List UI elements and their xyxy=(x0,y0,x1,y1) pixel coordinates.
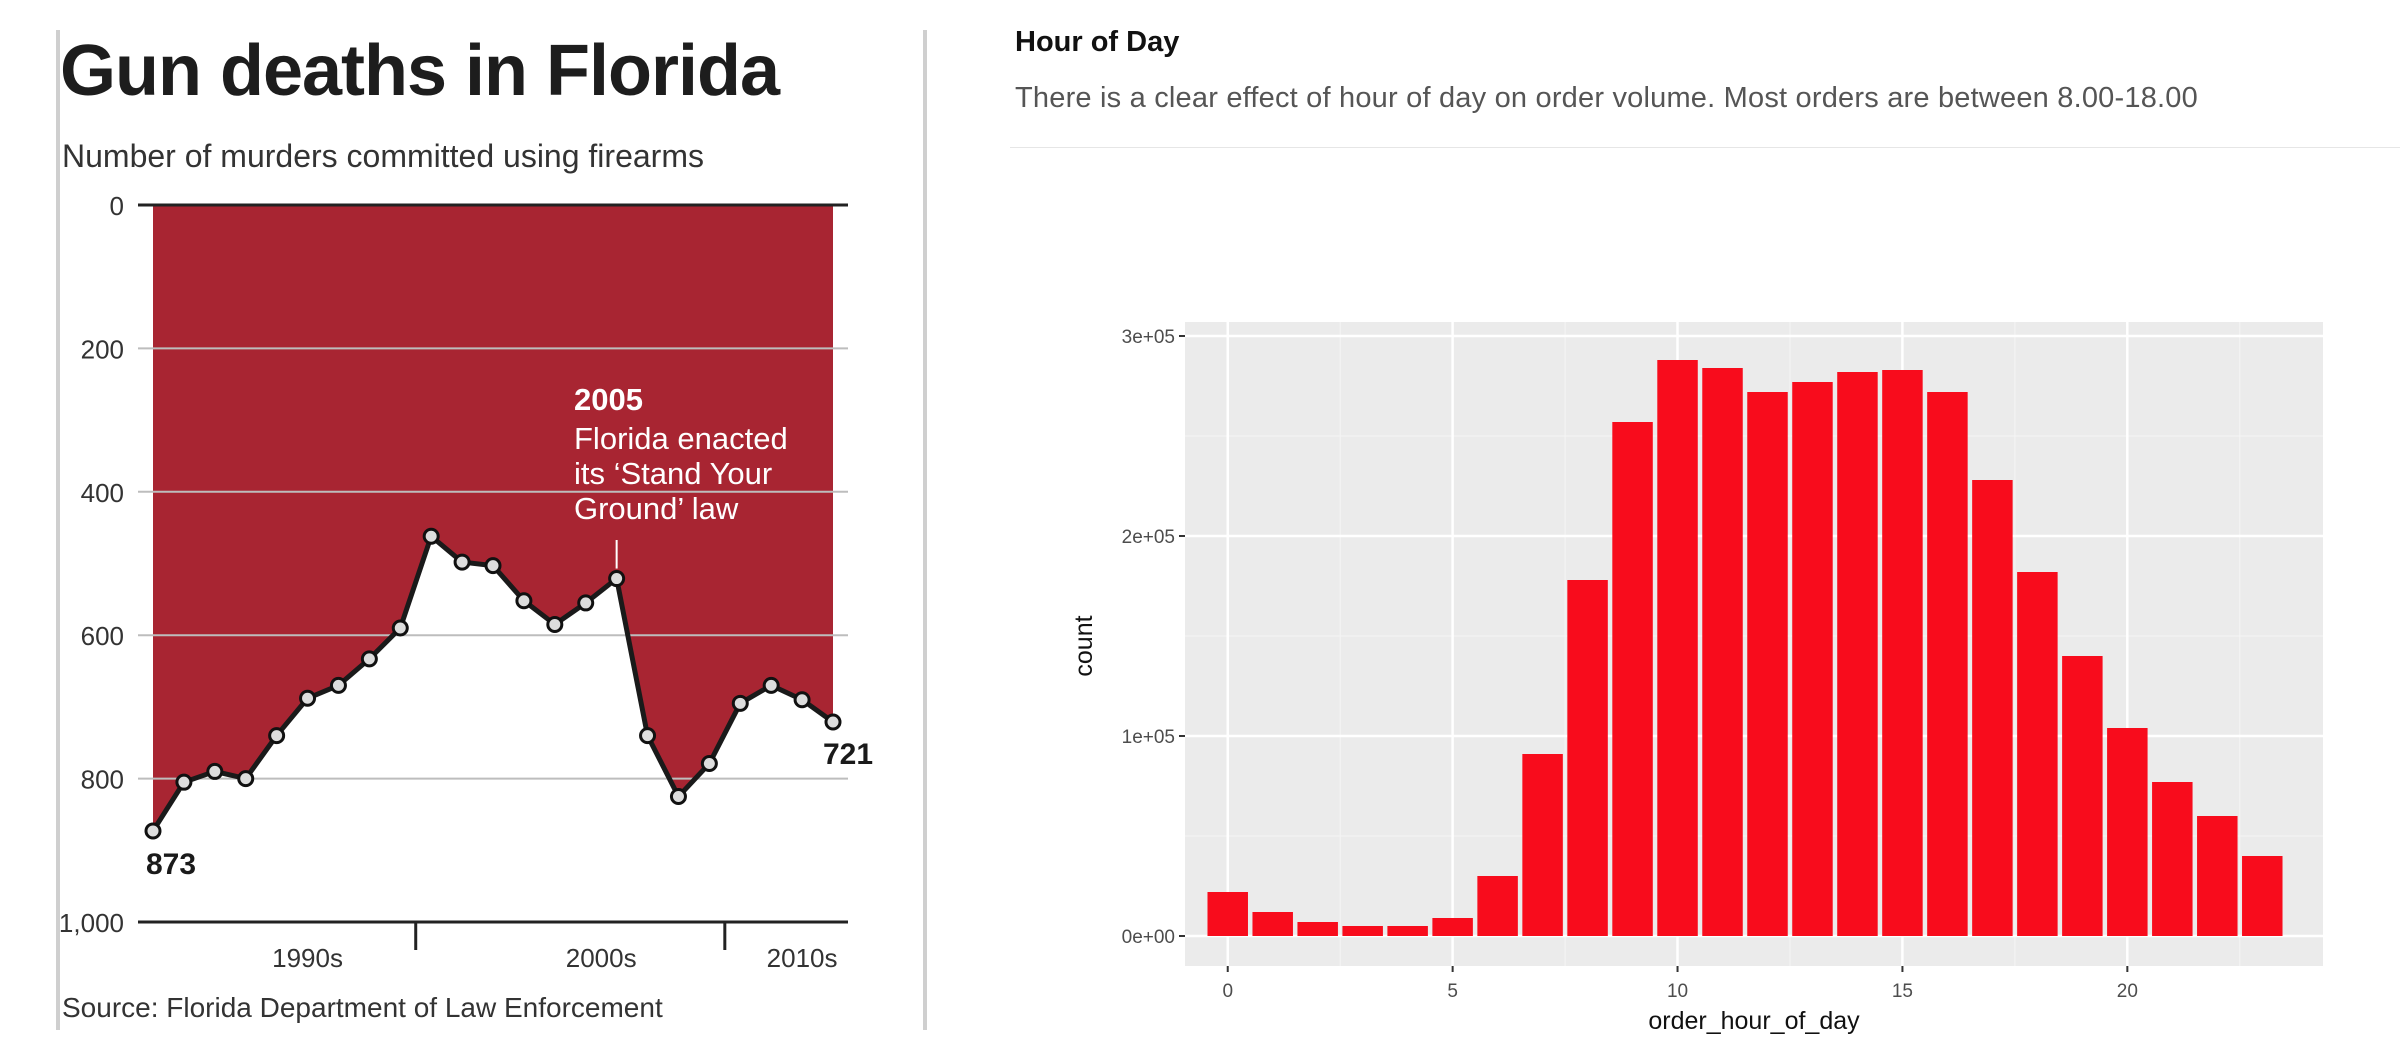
annotation-line: Florida enacted xyxy=(574,421,788,456)
y-tick-label: 2e+05 xyxy=(1122,527,1175,548)
bar xyxy=(1252,912,1293,936)
hour-of-day-panel: Hour of Day There is a clear effect of h… xyxy=(965,0,2405,1064)
bar xyxy=(1612,422,1653,936)
end-value-label: 721 xyxy=(823,738,873,771)
data-point xyxy=(360,650,378,668)
bar xyxy=(1432,918,1473,936)
bar xyxy=(1657,360,1698,936)
y-tick-label: 400 xyxy=(81,478,124,508)
data-point xyxy=(484,557,502,575)
bar xyxy=(2017,572,2058,936)
x-tick-label: 10 xyxy=(1667,981,1688,1002)
florida-chart-title: Gun deaths in Florida xyxy=(60,31,780,111)
annotation-line: its ‘Stand Your xyxy=(574,456,772,491)
data-point xyxy=(453,553,471,571)
annotation-year: 2005 xyxy=(574,382,643,417)
bar xyxy=(1927,392,1968,936)
annotation-line: Ground’ law xyxy=(574,491,739,526)
florida-chart-source: Source: Florida Department of Law Enforc… xyxy=(62,992,663,1023)
data-point xyxy=(731,694,749,712)
data-point xyxy=(762,676,780,694)
x-tick-label: 0 xyxy=(1222,981,1233,1002)
data-point xyxy=(700,755,718,773)
data-point xyxy=(639,727,657,745)
data-point xyxy=(329,676,347,694)
y-tick-label: 200 xyxy=(81,334,124,364)
area-fill xyxy=(153,205,833,831)
y-axis-title: count xyxy=(1070,615,1098,676)
bar xyxy=(2062,656,2103,936)
x-tick-label: 15 xyxy=(1892,981,1913,1002)
florida-chart-subtitle: Number of murders committed using firear… xyxy=(62,138,704,174)
x-tick-label: 1990s xyxy=(272,943,343,973)
florida-chart-panel: Gun deaths in Florida Number of murders … xyxy=(0,0,965,1064)
bar xyxy=(1297,922,1338,936)
bar xyxy=(2197,816,2238,936)
bar xyxy=(1837,372,1878,936)
data-point xyxy=(299,689,317,707)
bar xyxy=(1207,892,1248,936)
data-point xyxy=(793,691,811,709)
x-tick-label: 5 xyxy=(1447,981,1458,1002)
data-point xyxy=(422,527,440,545)
data-point xyxy=(175,773,193,791)
data-point xyxy=(824,713,842,731)
hour-of-day-plot: 0e+00 1e+05 2e+05 3e+05 0 5 10 15 20 order_hour_o… xyxy=(1070,322,2323,1035)
bar xyxy=(1882,370,1923,936)
x-tick-label: 20 xyxy=(2117,981,2138,1002)
x-tick-label: 2010s xyxy=(767,943,838,973)
data-point xyxy=(237,770,255,788)
y-tick-label: 1e+05 xyxy=(1122,727,1175,748)
bar xyxy=(1477,876,1518,936)
y-tick-label: 0e+00 xyxy=(1122,927,1175,948)
bar xyxy=(2107,728,2148,936)
hour-of-day-description: There is a clear effect of hour of day o… xyxy=(1015,82,2198,114)
y-tick-label: 600 xyxy=(81,621,124,651)
y-tick-label: 1,000 xyxy=(59,908,124,938)
data-point xyxy=(546,615,564,633)
section-divider xyxy=(1010,147,2400,148)
hour-of-day-title: Hour of Day xyxy=(1015,26,1180,58)
y-tick-label: 0 xyxy=(110,191,124,221)
data-point xyxy=(515,592,533,610)
bar xyxy=(1342,926,1383,936)
bar xyxy=(1387,926,1428,936)
bar xyxy=(1792,382,1833,936)
bar xyxy=(2242,856,2283,936)
florida-chart-plot: 0 200 400 600 800 1,000 1990s 2000s 2010s 2005 Flo… xyxy=(56,30,927,1030)
data-point xyxy=(669,788,687,806)
data-point xyxy=(206,762,224,780)
bar xyxy=(1972,480,2013,936)
x-axis-title: order_hour_of_day xyxy=(1648,1007,1860,1035)
data-point xyxy=(608,570,626,588)
bar xyxy=(1702,368,1743,936)
data-point xyxy=(391,619,409,637)
data-point xyxy=(577,594,595,612)
y-tick-label: 800 xyxy=(81,765,124,795)
x-tick-label: 2000s xyxy=(566,943,637,973)
start-value-label: 873 xyxy=(146,848,196,881)
bar xyxy=(1567,580,1608,936)
y-tick-label: 3e+05 xyxy=(1122,327,1175,348)
bar xyxy=(1747,392,1788,936)
data-point xyxy=(144,822,162,840)
bar xyxy=(1522,754,1563,936)
bar xyxy=(2152,782,2193,936)
data-point xyxy=(268,727,286,745)
